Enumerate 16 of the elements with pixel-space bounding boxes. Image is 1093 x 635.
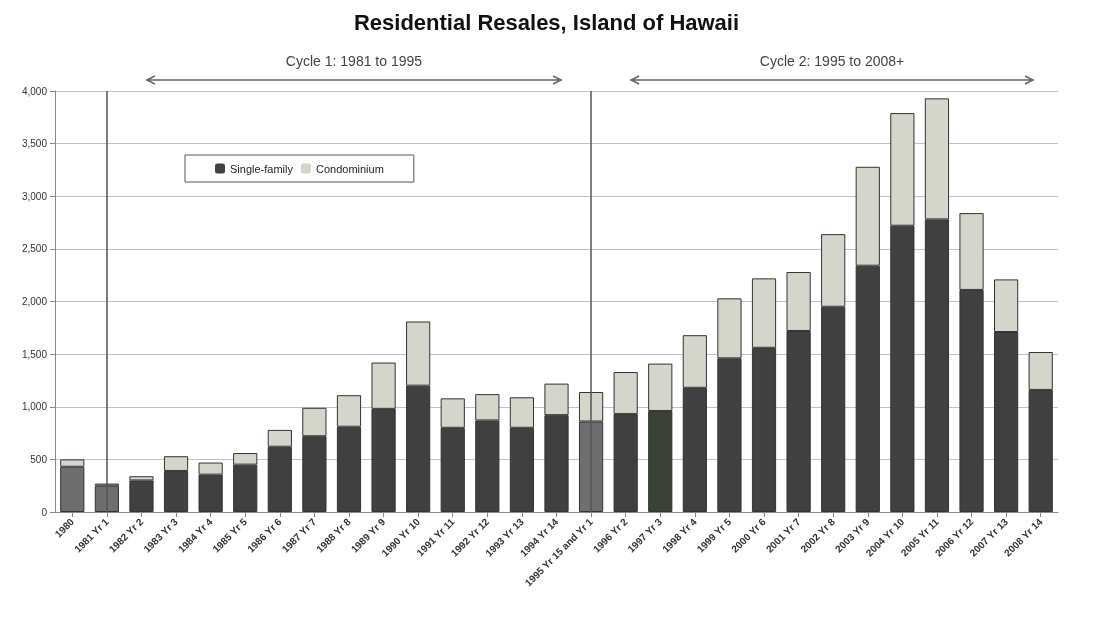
y-tick-label: 1,000: [21, 401, 48, 413]
chart-title: Residential Resales, Island of Hawaii: [353, 9, 740, 35]
y-tick-label: 4,000: [21, 85, 48, 97]
legend-label: Single-family: [230, 162, 294, 175]
y-tick-label: 2,000: [21, 296, 48, 307]
text: Cycle 2: 1995 to 2008+: [759, 53, 905, 69]
bar: [129, 480, 154, 512]
legend-label: Condominium: [315, 162, 384, 175]
y-tick-label: 500: [30, 453, 48, 465]
y-tick-label: 1,500: [21, 348, 48, 360]
bar: [94, 485, 119, 512]
y-tick-label: 3,500: [21, 138, 48, 150]
y-tick-label: 3,000: [21, 190, 48, 202]
y-tick-label: 2,500: [21, 243, 48, 255]
text: Cycle 1: 1981 to 1995: [285, 53, 423, 69]
y-tick-label: 0: [41, 506, 48, 518]
